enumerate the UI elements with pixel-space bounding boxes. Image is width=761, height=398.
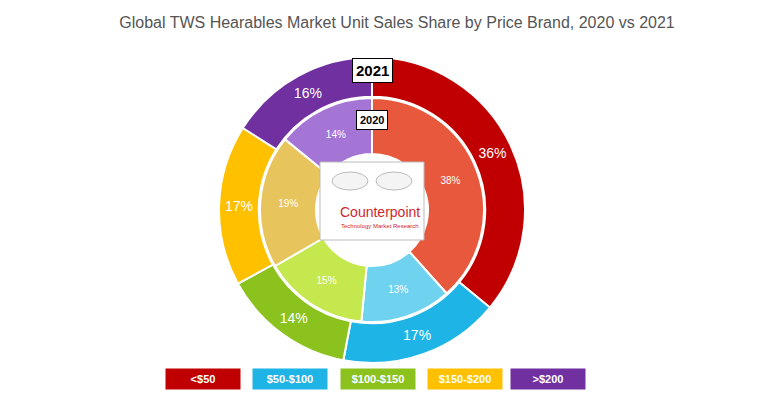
svg-text:13%: 13% — [388, 284, 408, 295]
svg-text:Global TWS Hearables Market Un: Global TWS Hearables Market Unit Sales S… — [119, 14, 675, 31]
svg-text:2021: 2021 — [356, 62, 389, 79]
svg-text:$100-$150: $100-$150 — [352, 373, 405, 385]
svg-text:36%: 36% — [478, 145, 506, 161]
svg-text:$150-$200: $150-$200 — [439, 373, 492, 385]
svg-text:14%: 14% — [326, 129, 346, 140]
svg-text:Technology Market Research: Technology Market Research — [341, 223, 419, 229]
svg-text:<$50: <$50 — [191, 373, 216, 385]
svg-text:>$200: >$200 — [533, 373, 564, 385]
svg-text:38%: 38% — [440, 175, 460, 186]
svg-text:17%: 17% — [225, 198, 253, 214]
svg-text:$50-$100: $50-$100 — [267, 373, 314, 385]
svg-text:Counterpoint: Counterpoint — [340, 204, 420, 220]
svg-text:19%: 19% — [278, 198, 298, 209]
svg-text:2020: 2020 — [360, 114, 384, 126]
svg-text:14%: 14% — [280, 310, 308, 326]
svg-text:15%: 15% — [317, 275, 337, 286]
svg-text:16%: 16% — [294, 85, 322, 101]
svg-text:17%: 17% — [403, 327, 431, 343]
